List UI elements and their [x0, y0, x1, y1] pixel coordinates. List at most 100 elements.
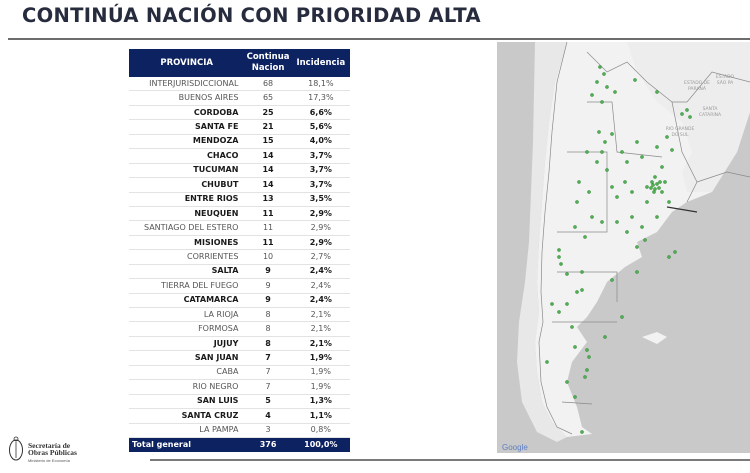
table-row: SAN JUAN 7 1,9% — [129, 350, 350, 366]
cell-continua: 11 — [244, 220, 292, 236]
map-label-sao-paulo: ESTADO — [716, 74, 735, 80]
cell-provincia: ENTRE RIOS — [129, 192, 245, 207]
org-name-line2: Obras Públicas — [28, 448, 77, 457]
map-label-santa-catarina: SANTA — [703, 106, 719, 112]
svg-text:PARANÁ: PARANÁ — [688, 85, 707, 92]
cell-incidencia: 2,1% — [291, 336, 350, 352]
table-row: MISIONES 11 2,9% — [129, 235, 350, 251]
cell-provincia: CABA — [129, 365, 245, 381]
org-logo: Secretaría de Obras Públicas Ministerio … — [8, 436, 128, 466]
cell-provincia: NEUQUEN — [129, 206, 245, 222]
table-header-row: PROVINCIA Continua Nacion Incidencia — [129, 49, 350, 77]
cell-incidencia: 0,8% — [291, 423, 350, 438]
svg-text:DO SUL: DO SUL — [671, 132, 689, 138]
cell-incidencia: 1,1% — [291, 408, 350, 424]
cell-continua: 11 — [244, 235, 292, 251]
cell-incidencia: 1,3% — [291, 394, 350, 410]
table-row: CATAMARCA 9 2,4% — [129, 293, 350, 309]
cell-provincia: BUENOS AIRES — [129, 90, 245, 106]
svg-text:CATARINA: CATARINA — [699, 112, 722, 118]
table-row: CHACO 14 3,7% — [129, 148, 350, 164]
table-row: CORDOBA 25 6,6% — [129, 105, 350, 121]
table-row: SAN LUIS 5 1,3% — [129, 394, 350, 410]
cell-continua: 25 — [244, 105, 292, 121]
cell-continua: 8 — [244, 336, 292, 352]
province-table: PROVINCIA Continua Nacion Incidencia INT… — [129, 49, 350, 452]
total-row: Total general 376 100,0% — [129, 437, 350, 452]
cell-continua: 7 — [244, 365, 292, 381]
cell-incidencia: 2,9% — [291, 206, 350, 222]
header-incidencia: Incidencia — [291, 49, 350, 77]
total-continua: 376 — [244, 437, 292, 452]
cell-continua: 10 — [244, 249, 292, 265]
table-row: SALTA 9 2,4% — [129, 264, 350, 280]
header-continua-line2: Nacion — [251, 63, 285, 73]
page-title: CONTINÚA NACIÓN CON PRIORIDAD ALTA — [22, 4, 481, 27]
cell-continua: 5 — [244, 394, 292, 410]
cell-incidencia: 2,4% — [291, 264, 350, 280]
cell-continua: 8 — [244, 321, 292, 337]
header-provincia: PROVINCIA — [129, 49, 245, 77]
table-row: TUCUMAN 14 3,7% — [129, 163, 350, 179]
cell-provincia: FORMOSA — [129, 321, 245, 337]
cell-continua: 9 — [244, 264, 292, 280]
table-row: NEUQUEN 11 2,9% — [129, 206, 350, 222]
cell-continua: 7 — [244, 379, 292, 395]
cell-provincia: CATAMARCA — [129, 293, 245, 309]
coat-of-arms-icon — [9, 436, 23, 461]
cell-provincia: SAN JUAN — [129, 350, 245, 366]
cell-provincia: CORRIENTES — [129, 249, 245, 265]
cell-provincia: RIO NEGRO — [129, 379, 245, 395]
table-row: JUJUY 8 2,1% — [129, 336, 350, 352]
cell-provincia: SAN LUIS — [129, 394, 245, 410]
cell-provincia: CHACO — [129, 148, 245, 164]
table-row: INTERJURISDICCIONAL 68 18,1% — [129, 77, 350, 92]
cell-provincia: SANTIAGO DEL ESTERO — [129, 220, 245, 236]
cell-continua: 65 — [244, 90, 292, 106]
table-row: FORMOSA 8 2,1% — [129, 321, 350, 337]
cell-continua: 14 — [244, 163, 292, 179]
cell-incidencia: 3,5% — [291, 192, 350, 207]
cell-provincia: CHUBUT — [129, 177, 245, 193]
header-continua-nacion: Continua Nacion — [244, 49, 292, 77]
cell-continua: 4 — [244, 408, 292, 424]
cell-continua: 68 — [244, 77, 292, 92]
cell-provincia: SANTA FE — [129, 119, 245, 135]
cell-incidencia: 5,6% — [291, 119, 350, 135]
cell-provincia: INTERJURISDICCIONAL — [129, 77, 245, 92]
table-row: SANTA FE 21 5,6% — [129, 119, 350, 135]
cell-continua: 9 — [244, 278, 292, 294]
table-row: SANTA CRUZ 4 1,1% — [129, 408, 350, 424]
table-row: SANTIAGO DEL ESTERO 11 2,9% — [129, 220, 350, 236]
cell-provincia: SANTA CRUZ — [129, 408, 245, 424]
table-row: ENTRE RIOS 13 3,5% — [129, 192, 350, 207]
cell-incidencia: 1,9% — [291, 365, 350, 381]
header-continua-line1: Continua — [246, 52, 290, 62]
cell-continua: 9 — [244, 293, 292, 309]
cell-provincia: TUCUMAN — [129, 163, 245, 179]
cell-provincia: MISIONES — [129, 235, 245, 251]
table-row: CORRIENTES 10 2,7% — [129, 249, 350, 265]
cell-incidencia: 2,1% — [291, 321, 350, 337]
table-row: LA RIOJA 8 2,1% — [129, 307, 350, 323]
org-ministry: Ministerio de Economía — [28, 458, 70, 463]
cell-continua: 11 — [244, 206, 292, 222]
footer-divider — [150, 459, 750, 461]
google-attribution: Google — [502, 443, 528, 452]
cell-continua: 8 — [244, 307, 292, 323]
total-label: Total general — [129, 437, 245, 452]
map-label-parana: ESTADO DE — [684, 80, 710, 86]
cell-incidencia: 18,1% — [291, 77, 350, 92]
cell-provincia: CORDOBA — [129, 105, 245, 121]
cell-continua: 3 — [244, 423, 292, 438]
cell-incidencia: 2,9% — [291, 235, 350, 251]
argentina-map[interactable]: ESTADO SÃO PA ESTADO DE PARANÁ SANTA CAT… — [497, 42, 750, 453]
table-row: LA PAMPA 3 0,8% — [129, 423, 350, 438]
table-row: TIERRA DEL FUEGO 9 2,4% — [129, 278, 350, 294]
svg-text:SÃO PA: SÃO PA — [717, 79, 734, 86]
cell-incidencia: 1,9% — [291, 379, 350, 395]
cell-continua: 14 — [244, 148, 292, 164]
cell-incidencia: 1,9% — [291, 350, 350, 366]
table-body: INTERJURISDICCIONAL 68 18,1% BUENOS AIRES 65… — [129, 77, 350, 452]
cell-incidencia: 2,7% — [291, 249, 350, 265]
